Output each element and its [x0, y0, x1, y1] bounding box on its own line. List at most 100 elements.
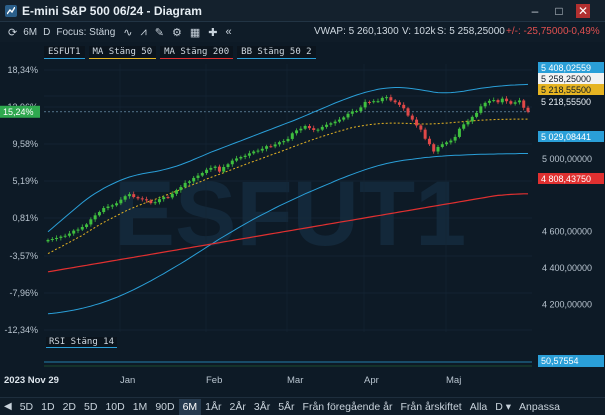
period-ytd[interactable]: Från årskiftet — [400, 400, 462, 413]
period-from-prev-year[interactable]: Från föregående år — [302, 400, 393, 413]
candle-body — [389, 97, 393, 101]
close-button[interactable]: ✕ — [576, 4, 590, 18]
rsi-value: 50,57554 — [541, 356, 579, 366]
bb-lower-value-box — [538, 131, 604, 142]
candle-body — [170, 193, 174, 198]
candle-body — [350, 111, 354, 114]
indicators-icon[interactable]: ⩘ — [140, 25, 147, 38]
candle-body — [183, 182, 187, 188]
period-selector[interactable]: 6M — [23, 26, 38, 38]
refresh-icon[interactable]: ⟳ — [8, 26, 18, 39]
candle-body — [97, 212, 101, 216]
left-tick-label: 18,34% — [7, 65, 38, 75]
legend-ma200[interactable]: MA Stäng 200 — [160, 45, 234, 59]
draw-tool-icon[interactable]: ✎ — [154, 26, 164, 39]
fit-button[interactable]: Anpassa — [519, 400, 560, 413]
x-label-jan: Jan — [120, 375, 136, 386]
candle-body — [517, 100, 521, 103]
vwap-value: VWAP: 5 260,1300 — [314, 26, 399, 37]
scroll-left-icon[interactable]: ◀ — [4, 401, 12, 412]
candle-body — [235, 158, 239, 161]
candle-body — [239, 156, 243, 159]
candle-body — [380, 97, 384, 102]
candle-body — [217, 166, 221, 172]
period-90d[interactable]: 90D — [155, 400, 175, 413]
candle-body — [312, 128, 316, 130]
period-5y[interactable]: 5År — [278, 400, 295, 413]
candle-body — [355, 111, 359, 113]
legend-bb[interactable]: BB Stäng 50 2 — [237, 45, 316, 59]
candle-body — [513, 102, 517, 104]
bb-lower-line — [47, 153, 528, 315]
candle-body — [385, 97, 389, 99]
drawing-toolbar-icon[interactable]: ▦ — [189, 26, 201, 39]
candle-body — [397, 102, 401, 105]
candle-body — [449, 140, 453, 143]
candle-body — [367, 101, 371, 103]
candle-body — [209, 167, 213, 170]
candle-body — [492, 100, 496, 102]
period-6m[interactable]: 6M — [178, 398, 202, 415]
candle-body — [526, 107, 530, 112]
price-chart[interactable]: ESFUT1 18,34%13,96%9,58%5,19%0,81%-3,57%… — [0, 60, 605, 335]
x-label-maj: Maj — [446, 375, 462, 386]
chart-series — [46, 83, 530, 315]
legend-symbol[interactable]: ESFUT1 — [44, 45, 85, 59]
candle-body — [132, 194, 136, 198]
settings-gear-icon[interactable]: ⚙ — [171, 26, 182, 39]
candle-body — [410, 115, 414, 120]
minimize-button[interactable]: – — [531, 4, 539, 18]
focus-selector[interactable]: Focus: Stäng — [56, 26, 116, 38]
density-dropdown[interactable]: D ▾ — [495, 400, 512, 413]
period-all[interactable]: Alla — [469, 400, 488, 413]
density-selector[interactable]: D — [43, 26, 51, 38]
window-titlebar: E-mini S&P 500 06/24 - Diagram – □ ✕ — [0, 0, 605, 22]
candle-body — [123, 196, 127, 200]
candle-body — [46, 239, 50, 242]
period-10d[interactable]: 10D — [105, 400, 125, 413]
candle-body — [93, 215, 97, 220]
period-1d[interactable]: 1D — [41, 400, 55, 413]
x-label-start: 2023 Nov 29 — [4, 375, 59, 386]
rsi-panel: 50,57554 — [44, 355, 604, 367]
candle-body — [136, 197, 140, 199]
period-5d[interactable]: 5D — [84, 400, 98, 413]
period-3y[interactable]: 3År — [253, 400, 271, 413]
candle-body — [307, 125, 311, 129]
candle-body — [522, 100, 526, 108]
maximize-button[interactable]: □ — [555, 4, 563, 18]
candle-body — [106, 206, 110, 209]
candle-body — [329, 123, 333, 125]
chart-type-icon[interactable]: ∿ — [123, 26, 133, 39]
rsi-legend[interactable]: RSI Stäng 14 — [46, 337, 118, 348]
candle-body — [333, 121, 337, 124]
right-axis: 4 200,00000 4 400,00000 4 600,00000 5 000,0… — [538, 62, 604, 310]
candle-body — [415, 119, 419, 126]
period-2d[interactable]: 2D — [62, 400, 77, 413]
chart-toolbar: ⟳ 6M D Focus: Stäng ∿ ⩘ ✎ ⚙ ▦ ✚ « VWAP: … — [0, 22, 605, 42]
candle-body — [243, 155, 247, 157]
left-tick-label: 9,58% — [12, 139, 38, 149]
period-1m[interactable]: 1M — [132, 400, 148, 413]
candle-body — [256, 150, 260, 152]
collapse-icon[interactable]: « — [225, 26, 232, 38]
candle-body — [479, 106, 483, 113]
period-2y[interactable]: 2År — [229, 400, 246, 413]
candle-body — [337, 119, 341, 122]
crosshair-icon[interactable]: ✚ — [208, 26, 218, 39]
candle-body — [316, 129, 320, 131]
candle-body — [153, 202, 157, 204]
candle-body — [252, 151, 256, 154]
candle-body — [145, 199, 149, 201]
candle-body — [500, 98, 504, 103]
candle-body — [427, 138, 431, 145]
candle-body — [325, 124, 329, 127]
legend-ma50[interactable]: MA Stäng 50 — [88, 45, 157, 59]
period-5d-intraday[interactable]: 5D — [19, 400, 34, 413]
density-label: D — [495, 400, 503, 413]
candle-body — [466, 121, 470, 125]
candle-body — [127, 194, 131, 197]
period-1y[interactable]: 1År — [205, 400, 222, 413]
window-title: E-mini S&P 500 06/24 - Diagram — [22, 3, 202, 18]
volume-value: V: 102k — [402, 26, 436, 37]
